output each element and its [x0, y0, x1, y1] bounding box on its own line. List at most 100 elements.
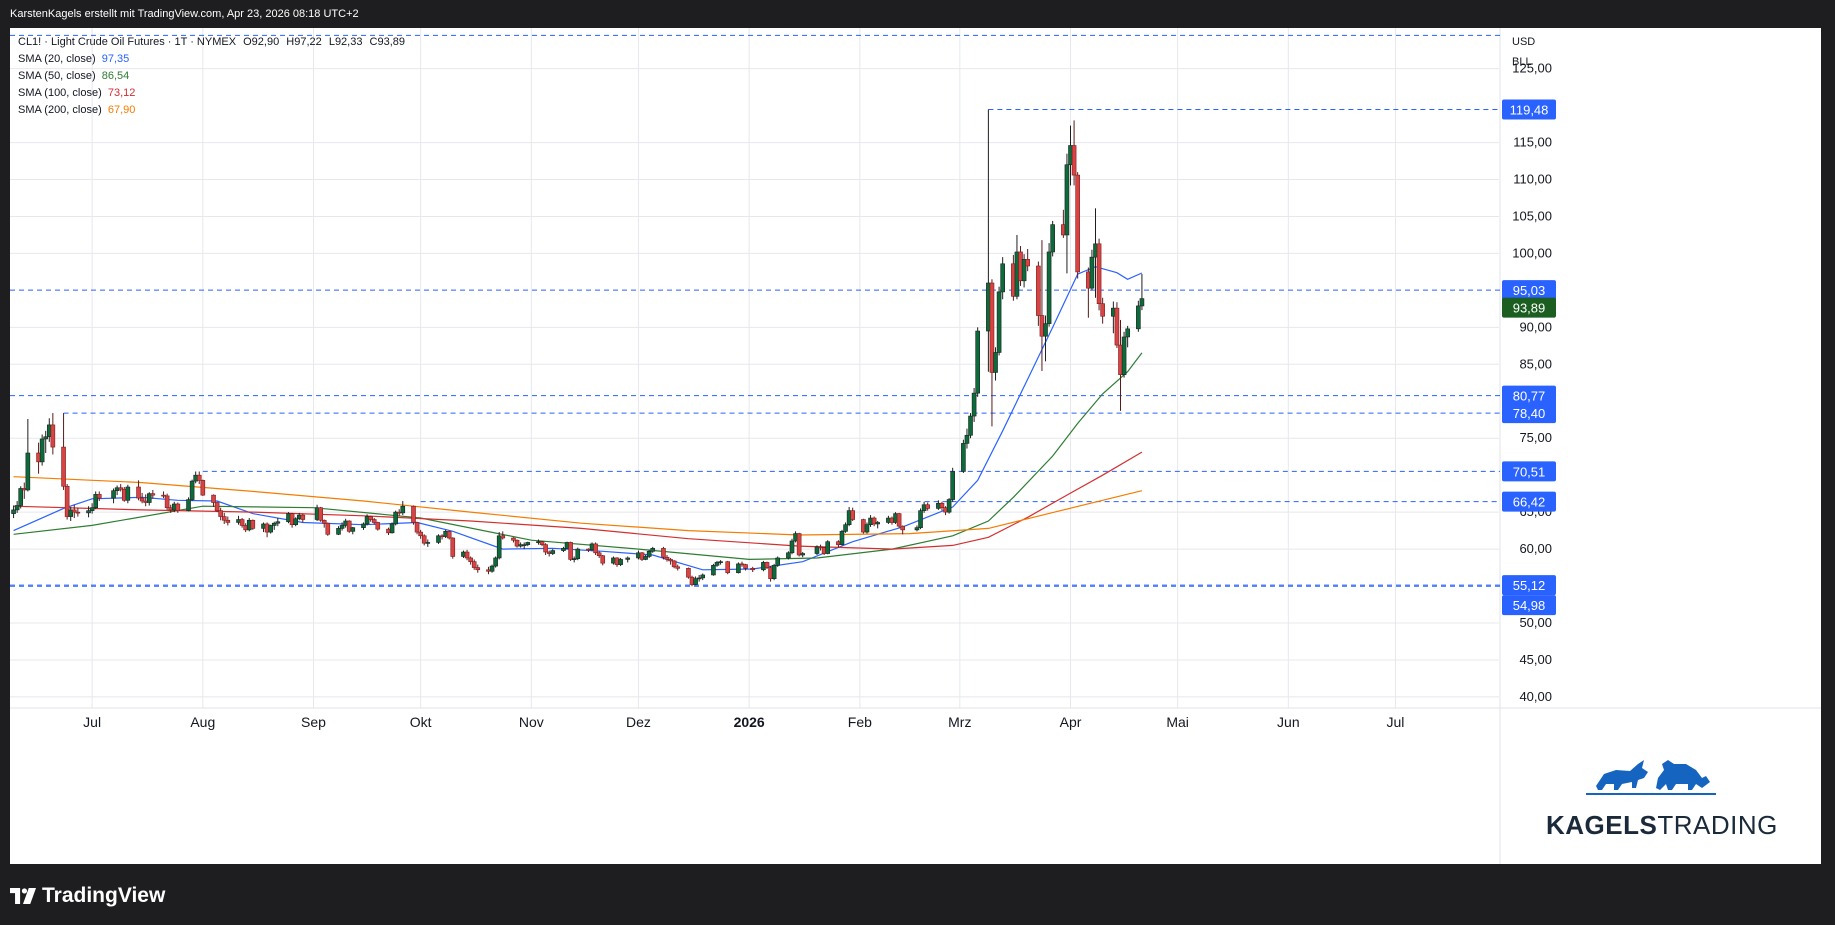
candle-body: [1114, 307, 1120, 346]
indicator-sma100[interactable]: SMA (100, close) 73,12: [18, 85, 405, 102]
candle-body: [346, 520, 352, 532]
candle-body: [650, 548, 656, 552]
candle-body: [668, 559, 673, 562]
candle-body: [111, 490, 116, 499]
candle: [118, 484, 123, 492]
indicator-value: 97,35: [101, 53, 130, 65]
candle-body: [725, 561, 731, 574]
candle: [593, 542, 598, 555]
candle-body: [39, 438, 45, 463]
y-tick-label: 115,00: [1513, 135, 1552, 150]
y-tick-label: 105,00: [1512, 208, 1552, 223]
candle-body: [239, 519, 245, 526]
ohlc-low: L92,33: [328, 36, 363, 48]
candle-body: [625, 557, 631, 560]
candle-body: [968, 415, 973, 436]
indicator-label[interactable]: SMA (20, close): [18, 53, 96, 65]
candle: [814, 545, 820, 555]
candle: [189, 479, 195, 502]
candle-body: [150, 493, 156, 496]
indicator-label[interactable]: SMA (200, close): [18, 104, 102, 116]
candle: [375, 521, 381, 531]
candle: [164, 493, 170, 510]
symbol-row[interactable]: CL1! · Light Crude Oil Futures · 1T · NY…: [18, 34, 405, 51]
candle: [71, 504, 77, 519]
symbol-title[interactable]: CL1! · Light Crude Oil Futures · 1T · NY…: [18, 36, 237, 48]
sma-line: [13, 476, 1143, 536]
price-tag-text: 78,40: [1513, 406, 1546, 421]
indicator-sma20[interactable]: SMA (20, close) 97,35: [18, 51, 405, 68]
indicator-sma50[interactable]: SMA (50, close) 86,54: [18, 68, 405, 85]
price-tag-low: 54,98: [1502, 595, 1556, 616]
candle-body: [671, 560, 677, 568]
candle: [371, 518, 377, 525]
x-tick-label: Mai: [1166, 714, 1189, 730]
price-tag-bg: [1502, 595, 1556, 616]
candle: [496, 532, 502, 560]
candle: [1100, 297, 1105, 324]
ohlc-high: H97,22: [286, 36, 322, 48]
candle: [368, 515, 373, 522]
candle-body: [639, 552, 645, 560]
candle-body: [864, 524, 870, 533]
candle: [493, 556, 498, 568]
candle: [111, 488, 116, 504]
chart-area[interactable]: 40,0045,0050,0060,0065,0075,0085,0090,00…: [10, 28, 1821, 864]
candle: [450, 537, 456, 559]
candle-body: [464, 551, 470, 559]
tradingview-brand[interactable]: TradingView: [10, 884, 165, 908]
candle: [968, 413, 973, 439]
x-tick-label: 2026: [734, 714, 765, 730]
candle-body: [1139, 298, 1145, 307]
x-tick-label: Aug: [190, 714, 215, 730]
candle-body: [618, 559, 623, 565]
candle-body: [275, 521, 281, 524]
indicator-sma200[interactable]: SMA (200, close) 67,90: [18, 102, 405, 119]
candle: [18, 486, 24, 509]
x-tick-label: Dez: [626, 714, 651, 730]
indicator-label[interactable]: SMA (100, close): [18, 87, 102, 99]
candle-body: [125, 486, 131, 501]
candle-body: [514, 539, 520, 547]
candle-body: [950, 471, 955, 500]
candlestick-chart[interactable]: 40,0045,0050,0060,0065,0075,0085,0090,00…: [10, 28, 1821, 864]
candle: [850, 507, 855, 521]
chart-legend: CL1! · Light Crude Oil Futures · 1T · NY…: [18, 34, 405, 119]
currency-label: USD: [1512, 36, 1535, 48]
candle-body: [339, 525, 345, 529]
candle: [596, 551, 602, 558]
candle: [639, 552, 645, 561]
tradingview-logo-icon: [10, 888, 36, 904]
candle-body: [1121, 336, 1127, 375]
candle-body: [786, 552, 791, 559]
candle-body: [136, 486, 141, 499]
candle-body: [43, 436, 49, 440]
candle-body: [489, 565, 495, 572]
candle: [218, 507, 223, 521]
candle: [996, 286, 1002, 356]
candle-body: [96, 494, 102, 499]
candle: [350, 526, 356, 535]
candle: [136, 480, 141, 501]
candle: [268, 524, 273, 534]
price-tag-level: 70,51: [1502, 461, 1556, 482]
candle: [1025, 249, 1030, 272]
candle-body: [946, 499, 952, 513]
candle-body: [543, 544, 548, 553]
candle: [400, 501, 406, 516]
price-tag-text: 119,48: [1510, 102, 1549, 117]
candle: [346, 520, 352, 533]
candle-body: [714, 562, 720, 566]
candle-body: [471, 561, 477, 568]
candle-body: [1000, 263, 1005, 293]
candle: [250, 519, 256, 530]
candle-body: [800, 553, 806, 556]
candle-body: [89, 507, 95, 511]
candle-body: [271, 522, 277, 526]
bull-bear-icon: [1586, 760, 1716, 795]
indicator-label[interactable]: SMA (50, close): [18, 70, 96, 82]
candle-body: [361, 523, 366, 528]
price-tag-level: 119,48: [1502, 99, 1556, 120]
candle: [975, 327, 980, 397]
y-tick-label: 45,00: [1519, 652, 1552, 667]
